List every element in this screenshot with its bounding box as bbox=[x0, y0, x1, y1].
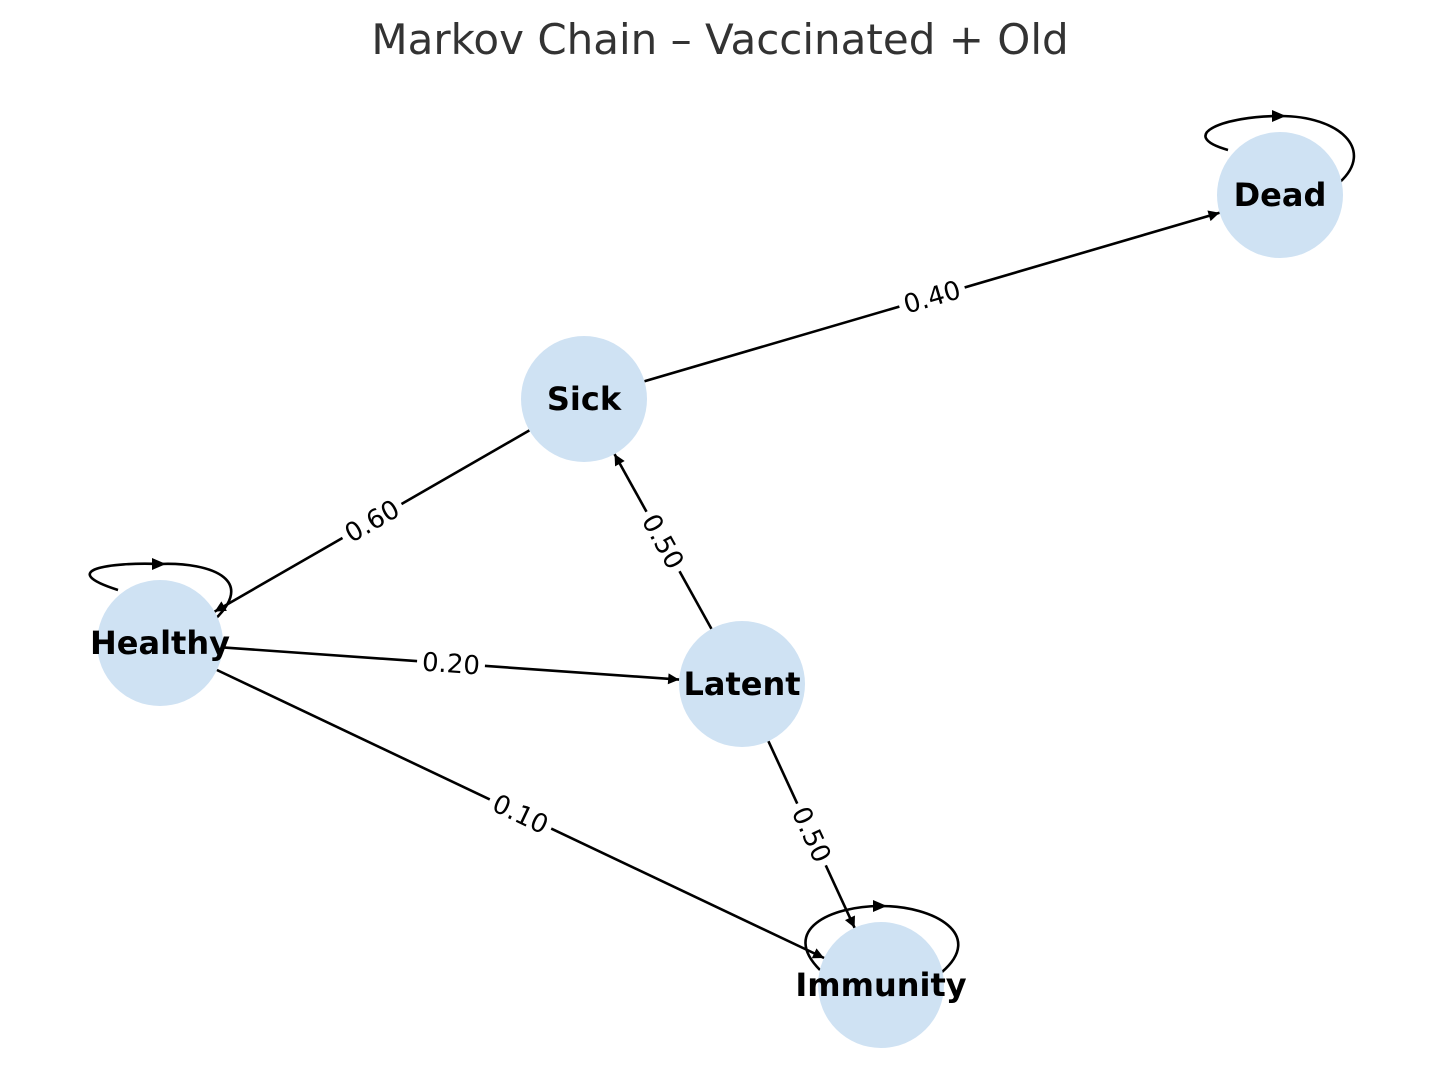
node-label-healthy: Healthy bbox=[90, 624, 230, 662]
node-immunity: Immunity bbox=[795, 922, 967, 1048]
node-label-dead: Dead bbox=[1234, 176, 1327, 214]
edge-label-background bbox=[334, 489, 410, 553]
diagram-title: Markov Chain – Vaccinated + Old bbox=[371, 15, 1068, 64]
self-loop-arrowhead-dead bbox=[1272, 110, 1286, 122]
edge-label-background bbox=[415, 644, 487, 683]
node-circle-dead bbox=[1217, 132, 1343, 258]
edge-label-sick-to-healthy: 0.60 bbox=[334, 489, 410, 553]
edges-layer: 0.40 0.60 0.50 0.20 0.10 0.50 bbox=[88, 110, 1356, 973]
node-label-immunity: Immunity bbox=[795, 966, 966, 1004]
edge-label-background bbox=[781, 796, 842, 873]
node-healthy: Healthy bbox=[90, 580, 230, 706]
edge-label-background bbox=[482, 784, 559, 844]
edge-label-latent-to-sick: 0.50 bbox=[631, 503, 695, 580]
edge-label-latent-to-immunity: 0.50 bbox=[781, 796, 842, 873]
edge-label-background bbox=[894, 271, 970, 323]
node-label-latent: Latent bbox=[683, 665, 800, 703]
edge-label-healthy-to-latent: 0.20 bbox=[415, 644, 487, 683]
self-loop-arrowhead-healthy bbox=[152, 558, 166, 570]
edge-label-healthy-to-immunity: 0.10 bbox=[482, 784, 559, 844]
node-sick: Sick bbox=[521, 336, 647, 462]
edge-label-text: 0.20 bbox=[421, 648, 481, 682]
node-dead: Dead bbox=[1217, 132, 1343, 258]
edge-label-sick-to-dead: 0.40 bbox=[894, 271, 970, 323]
edge-label-background bbox=[631, 503, 695, 580]
node-circle-immunity bbox=[818, 922, 944, 1048]
node-label-sick: Sick bbox=[547, 380, 622, 418]
self-loop-arrowhead-immunity bbox=[873, 900, 887, 912]
node-circle-healthy bbox=[97, 580, 223, 706]
node-circle-latent bbox=[679, 621, 805, 747]
node-latent: Latent bbox=[679, 621, 805, 747]
node-circle-sick bbox=[521, 336, 647, 462]
nodes-layer: Healthy Sick Latent Dead Immunity bbox=[90, 132, 1343, 1048]
